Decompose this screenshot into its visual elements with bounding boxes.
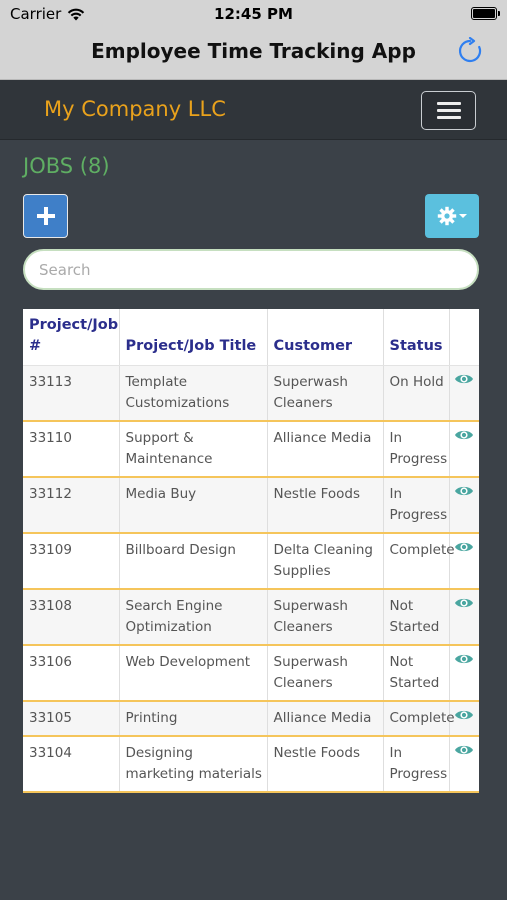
view-cell	[449, 700, 479, 737]
job-title-cell: Web Development	[119, 644, 268, 702]
column-header-status[interactable]: Status	[383, 309, 450, 366]
job-title-cell: Template Customizations	[119, 365, 268, 422]
customer-cell: Nestle Foods	[267, 476, 384, 534]
customer-cell: Nestle Foods	[267, 735, 384, 793]
status-cell: Complete	[383, 700, 455, 737]
search-input[interactable]	[23, 249, 479, 290]
settings-dropdown-button[interactable]	[425, 194, 479, 238]
job-number-cell: 33105	[23, 700, 120, 737]
view-eye-icon[interactable]	[454, 540, 474, 561]
table-row[interactable]: 33104 Designing marketing materials Nestle…	[23, 735, 479, 793]
table-row[interactable]: 33109 Billboard Design Delta Cleaning Supp…	[23, 532, 479, 590]
job-number-cell: 33106	[23, 644, 120, 702]
table-row[interactable]: 33108 Search Engine Optimization Superwash…	[23, 588, 479, 646]
job-number-cell: 33112	[23, 476, 120, 534]
view-eye-icon[interactable]	[454, 596, 474, 617]
view-eye-icon[interactable]	[454, 484, 474, 505]
carrier-label: Carrier	[10, 5, 62, 23]
column-header-job-title[interactable]: Project/Job Title	[119, 309, 268, 366]
status-bar: Carrier 12:45 PM	[0, 0, 507, 28]
job-number-cell: 33113	[23, 365, 120, 422]
job-title-cell: Billboard Design	[119, 532, 268, 590]
job-title-cell: Designing marketing materials	[119, 735, 268, 793]
view-cell	[449, 735, 479, 793]
hamburger-icon	[436, 102, 461, 105]
view-eye-icon[interactable]	[454, 372, 474, 393]
refresh-button[interactable]	[455, 36, 485, 66]
status-cell: In Progress	[383, 420, 450, 478]
job-title-cell: Search Engine Optimization	[119, 588, 268, 646]
table-row[interactable]: 33112 Media Buy Nestle Foods In Progress	[23, 476, 479, 534]
column-header-actions	[449, 309, 479, 366]
menu-button[interactable]	[421, 91, 476, 130]
carrier-indicator: Carrier	[10, 5, 85, 23]
table-row[interactable]: 33110 Support & Maintenance Alliance Media…	[23, 420, 479, 478]
status-cell: In Progress	[383, 735, 450, 793]
job-title-cell: Media Buy	[119, 476, 268, 534]
view-cell	[449, 476, 479, 534]
company-name[interactable]: My Company LLC	[44, 97, 226, 121]
job-number-cell: 33109	[23, 532, 120, 590]
add-job-button[interactable]	[23, 194, 68, 238]
status-cell: Not Started	[383, 588, 450, 646]
jobs-table: Project/Job # Project/Job Title Customer…	[23, 309, 479, 793]
view-cell	[449, 588, 479, 646]
job-title-cell: Printing	[119, 700, 268, 737]
customer-cell: Delta Cleaning Supplies	[267, 532, 384, 590]
customer-cell: Alliance Media	[267, 700, 384, 737]
table-row[interactable]: 33105 Printing Alliance Media Complete	[23, 700, 479, 737]
ios-navigation-area: Carrier 12:45 PM Employee Time Tracking …	[0, 0, 507, 80]
status-cell: Not Started	[383, 644, 450, 702]
view-cell	[449, 420, 479, 478]
customer-cell: Superwash Cleaners	[267, 644, 384, 702]
plus-icon	[36, 207, 55, 225]
job-title-cell: Support & Maintenance	[119, 420, 268, 478]
view-eye-icon[interactable]	[454, 708, 474, 729]
view-cell	[449, 644, 479, 702]
table-row[interactable]: 33113 Template Customizations Superwash Cl…	[23, 365, 479, 422]
table-row[interactable]: 33106 Web Development Superwash Cleaners No…	[23, 644, 479, 702]
refresh-icon	[458, 37, 482, 63]
customer-cell: Alliance Media	[267, 420, 384, 478]
job-number-cell: 33108	[23, 588, 120, 646]
caret-down-icon	[459, 214, 467, 218]
app-header: My Company LLC	[0, 80, 507, 140]
status-cell: On Hold	[383, 365, 450, 422]
battery-icon	[471, 7, 500, 20]
status-cell: In Progress	[383, 476, 450, 534]
page-title: JOBS (8)	[23, 154, 110, 178]
customer-cell: Superwash Cleaners	[267, 588, 384, 646]
customer-cell: Superwash Cleaners	[267, 365, 384, 422]
clock: 12:45 PM	[214, 5, 293, 23]
view-eye-icon[interactable]	[454, 743, 474, 764]
wifi-icon	[68, 8, 85, 20]
job-number-cell: 33104	[23, 735, 120, 793]
column-header-customer[interactable]: Customer	[267, 309, 384, 366]
view-cell	[449, 532, 479, 590]
job-number-cell: 33110	[23, 420, 120, 478]
nav-title: Employee Time Tracking App	[91, 39, 416, 63]
status-cell: Complete	[383, 532, 455, 590]
view-cell	[449, 365, 479, 422]
column-header-job-number[interactable]: Project/Job #	[23, 309, 120, 366]
view-eye-icon[interactable]	[454, 428, 474, 449]
view-eye-icon[interactable]	[454, 652, 474, 673]
gear-icon	[437, 206, 457, 226]
table-header-row: Project/Job # Project/Job Title Customer…	[23, 309, 479, 366]
